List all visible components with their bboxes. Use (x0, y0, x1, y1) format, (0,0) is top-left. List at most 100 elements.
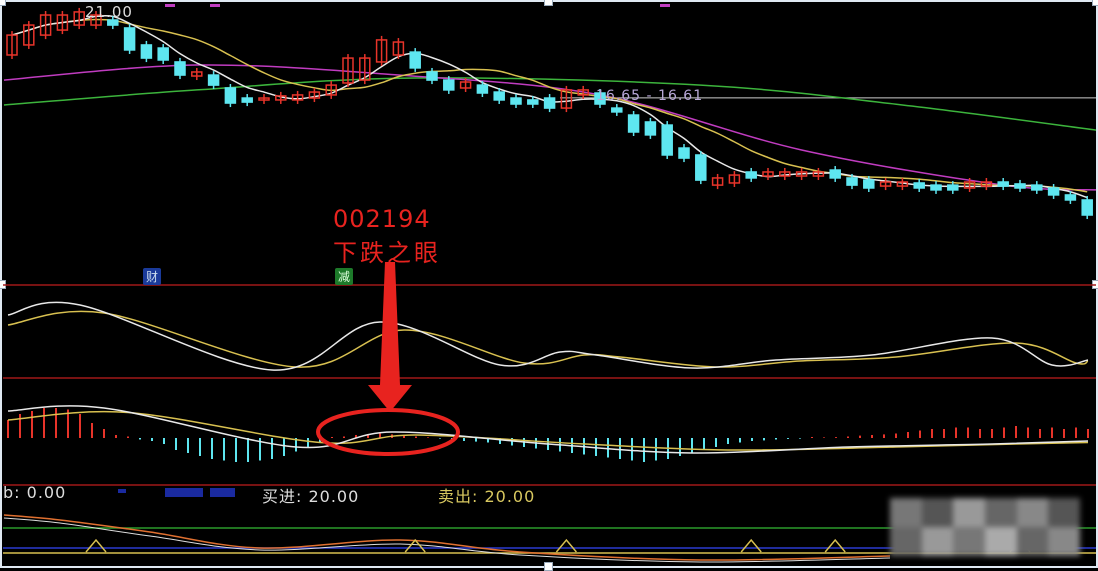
candle-body (779, 171, 791, 177)
resize-handle[interactable] (0, 0, 6, 6)
candle-body (611, 107, 623, 113)
candle-down (123, 23, 136, 54)
highlight-circle (316, 408, 460, 456)
candle-body (325, 84, 337, 96)
candle-down (140, 40, 153, 63)
candle-up (560, 85, 573, 113)
candle-body (224, 87, 237, 104)
candle-down (997, 178, 1009, 191)
macd-dif-line (7, 405, 1089, 454)
candle-body (1047, 187, 1060, 196)
candle-body (375, 39, 388, 63)
candle-body (913, 182, 925, 189)
candle-body (241, 97, 253, 103)
candle-up (275, 91, 287, 104)
candle-body (342, 57, 354, 84)
candle-up (90, 11, 102, 30)
candle-down (107, 16, 119, 30)
candle-down (644, 117, 657, 139)
candle-body (879, 181, 892, 187)
status-indicator (210, 488, 235, 497)
candle-down (1047, 183, 1060, 199)
candle-down (745, 167, 757, 182)
status-indicator (165, 488, 203, 497)
annotation-caption: 下跌之眼 (333, 239, 441, 267)
candle-body (207, 74, 220, 86)
candle-down (510, 94, 522, 109)
candle-body (930, 184, 942, 191)
candle-down (863, 176, 875, 192)
finance-tag[interactable]: 财 (143, 268, 162, 285)
candle-body (695, 154, 707, 181)
candle-body (896, 181, 909, 187)
candle-up (779, 167, 791, 181)
candle-body (6, 34, 18, 56)
candle-body (627, 114, 640, 133)
reference-line-label: 16.65 - 16.61 (596, 88, 704, 104)
candle-body (107, 19, 119, 26)
top-marker (660, 4, 670, 7)
candle-up (325, 81, 337, 99)
candle-body (947, 184, 959, 191)
candle-up (6, 31, 18, 59)
candle-body (1031, 184, 1043, 191)
candle-down (627, 111, 640, 137)
oscillator-panel (7, 301, 1089, 371)
candle-body (493, 91, 505, 101)
candle-down (947, 181, 959, 194)
candle-body (560, 89, 573, 109)
candle-up (728, 171, 741, 187)
candle-body (359, 57, 371, 81)
oscillator-line-yellow (7, 310, 1089, 368)
candle-down (930, 181, 942, 194)
candle-body (56, 14, 69, 31)
bottom-orange-line (3, 514, 891, 561)
candle-down (543, 94, 556, 113)
candle-body (1081, 199, 1093, 216)
ma60-line (3, 77, 1097, 131)
candle-body (73, 11, 85, 26)
top-price-label: 21.00 (85, 3, 133, 21)
price-panel (3, 4, 1097, 220)
candle-up (23, 21, 35, 49)
candle-up (56, 11, 69, 35)
candle-body (258, 97, 270, 101)
candle-body (846, 177, 858, 186)
annotation-graphic (316, 262, 460, 456)
candle-up (73, 7, 85, 30)
signal-triangle (85, 538, 107, 553)
candle-body (795, 171, 808, 177)
candle-down (224, 83, 237, 108)
top-marker (165, 4, 175, 7)
candle-up (39, 11, 52, 40)
candle-down (409, 48, 421, 72)
candle-down (846, 173, 858, 190)
signal-triangle (555, 538, 577, 553)
candle-body (577, 89, 589, 96)
candle-down (493, 88, 505, 104)
candle-body (476, 84, 489, 94)
candle-down (476, 81, 489, 98)
candle-down (1064, 190, 1077, 204)
candle-body (711, 177, 724, 186)
candle-up (375, 35, 388, 66)
candle-body (291, 94, 304, 101)
candle-up (392, 38, 405, 59)
candle-body (728, 174, 741, 184)
candle-down (695, 150, 707, 185)
candle-up (980, 178, 993, 191)
candle-body (308, 91, 321, 99)
resize-handle[interactable] (544, 0, 553, 6)
candle-body (644, 121, 657, 136)
candle-down (1031, 181, 1043, 194)
candle-body (678, 147, 690, 159)
candle-body (191, 71, 203, 77)
candle-up (963, 178, 976, 192)
top-marker (210, 4, 220, 7)
reduce-tag[interactable]: 减 (335, 268, 354, 285)
candle-up (342, 54, 354, 87)
resize-handle[interactable] (1092, 0, 1098, 6)
candle-body (963, 181, 976, 189)
candle-body (157, 47, 169, 61)
